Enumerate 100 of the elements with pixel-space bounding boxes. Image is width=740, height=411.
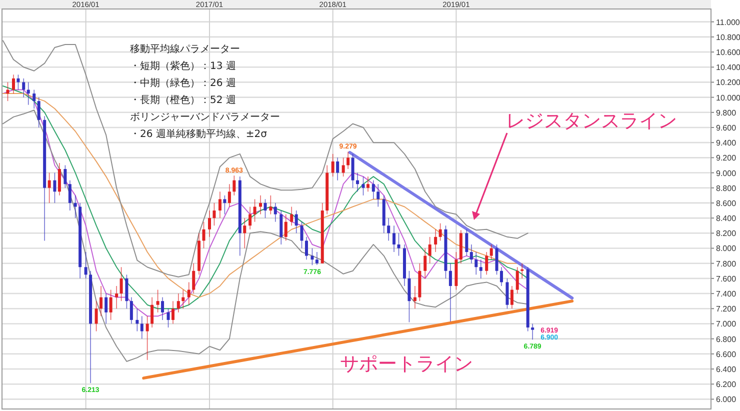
candlestick <box>495 244 498 276</box>
candlestick <box>140 316 144 340</box>
candlestick <box>125 274 128 310</box>
candlestick <box>284 214 288 242</box>
candlestick <box>531 323 534 340</box>
candlestick <box>130 296 133 324</box>
candlestick <box>74 195 77 218</box>
annotation: ・26 週単純移動平均線、±2σ <box>130 128 268 140</box>
candlestick <box>376 184 380 208</box>
candlestick <box>331 154 334 177</box>
candlestick <box>218 191 222 218</box>
candlestick <box>474 252 478 276</box>
candlestick <box>465 228 468 256</box>
candlestick <box>290 206 294 226</box>
candlestick <box>356 172 360 192</box>
candlestick <box>336 157 340 181</box>
candlestick <box>12 74 15 94</box>
y-tick-label: 7.800 <box>716 259 737 268</box>
y-tick-label: 8.400 <box>716 214 737 224</box>
annotation: レジスタンスライン <box>506 110 677 132</box>
candlestick <box>84 252 88 279</box>
annotation: サポートライン <box>340 353 473 375</box>
candlestick <box>58 162 61 196</box>
y-tick-label: 6.000 <box>716 395 737 404</box>
candlestick <box>120 266 123 302</box>
candlestick <box>192 262 196 294</box>
candlestick <box>310 248 314 266</box>
candlestick <box>490 244 493 260</box>
y-tick-label: 11.000 <box>716 18 740 27</box>
candlestick <box>232 175 236 196</box>
y-tick-label: 6.200 <box>716 380 737 390</box>
candlestick <box>48 172 51 204</box>
candlestick <box>53 172 56 204</box>
candlestick <box>212 202 216 226</box>
candlestick <box>304 236 308 260</box>
candlestick <box>500 266 503 286</box>
candlestick <box>387 218 390 242</box>
y-tick-label: 10.800 <box>716 32 740 42</box>
candlestick <box>16 74 20 90</box>
y-tick-label: 7.000 <box>716 320 737 329</box>
y-tick-label: 8.600 <box>716 198 737 208</box>
annotation: 移動平均線パラメーター <box>130 43 240 55</box>
candlestick <box>109 289 112 320</box>
y-tick-label: 7.400 <box>716 290 737 299</box>
candlestick <box>315 252 318 266</box>
candlestick <box>479 259 482 279</box>
candlestick <box>264 198 267 218</box>
candlestick <box>300 221 304 249</box>
annotation: ・中期（緑色）：26 週 <box>130 77 236 89</box>
y-tick-label: 10.600 <box>716 48 740 58</box>
y-tick-label: 10.400 <box>716 63 740 72</box>
y-tick-label: 6.400 <box>716 365 737 374</box>
candlestick <box>342 157 345 177</box>
candlestick <box>68 180 72 211</box>
candlestick <box>516 266 519 294</box>
y-tick-label: 9.800 <box>716 108 737 118</box>
candlestick <box>269 195 272 215</box>
candlestick <box>362 176 365 196</box>
y-tick-label: 9.400 <box>716 138 737 148</box>
candlestick <box>223 195 226 215</box>
candlestick <box>366 176 370 192</box>
candlestick <box>150 296 154 328</box>
y-tick-label: 8.800 <box>716 184 737 193</box>
candlestick <box>208 210 211 238</box>
y-tick-label: 9.000 <box>716 168 737 178</box>
candlestick <box>228 184 231 208</box>
annotation: ・短期（紫色）：13 週 <box>130 60 236 72</box>
candlestick <box>146 316 149 360</box>
y-tick-label: 6.800 <box>716 334 737 344</box>
candlestick <box>372 180 375 200</box>
candlestick <box>520 262 524 279</box>
candlestick <box>104 293 108 324</box>
candlestick <box>182 289 185 310</box>
candlestick <box>187 282 190 306</box>
candlestick <box>243 218 246 249</box>
candlestick <box>248 206 252 230</box>
candlestick <box>136 308 139 332</box>
candlestick <box>115 286 118 310</box>
y-tick-label: 8.200 <box>716 229 737 238</box>
candlestick <box>22 78 26 98</box>
y-tick-label: 7.200 <box>716 304 737 314</box>
candlestick <box>32 89 36 110</box>
line-series <box>2 40 528 278</box>
candlestick <box>408 270 411 323</box>
candlestick <box>253 198 256 222</box>
y-tick-label: 10.200 <box>716 78 740 88</box>
candlestick <box>26 82 30 106</box>
y-tick-label: 6.600 <box>716 350 737 359</box>
y-tick-label: 9.200 <box>716 154 737 163</box>
annotation: ボリンジャーバンドパラメーター <box>130 112 280 123</box>
candlestick <box>392 225 396 252</box>
annotation: ・長期（橙色）：52 週 <box>130 94 236 106</box>
candlestick <box>166 308 170 328</box>
candlestick <box>161 296 164 320</box>
candlestick <box>485 252 488 276</box>
candlestick <box>510 286 514 310</box>
candlestick <box>470 244 473 264</box>
y-tick-label: 7.600 <box>716 274 737 284</box>
candlestick <box>413 286 416 310</box>
candlestick <box>64 164 67 188</box>
